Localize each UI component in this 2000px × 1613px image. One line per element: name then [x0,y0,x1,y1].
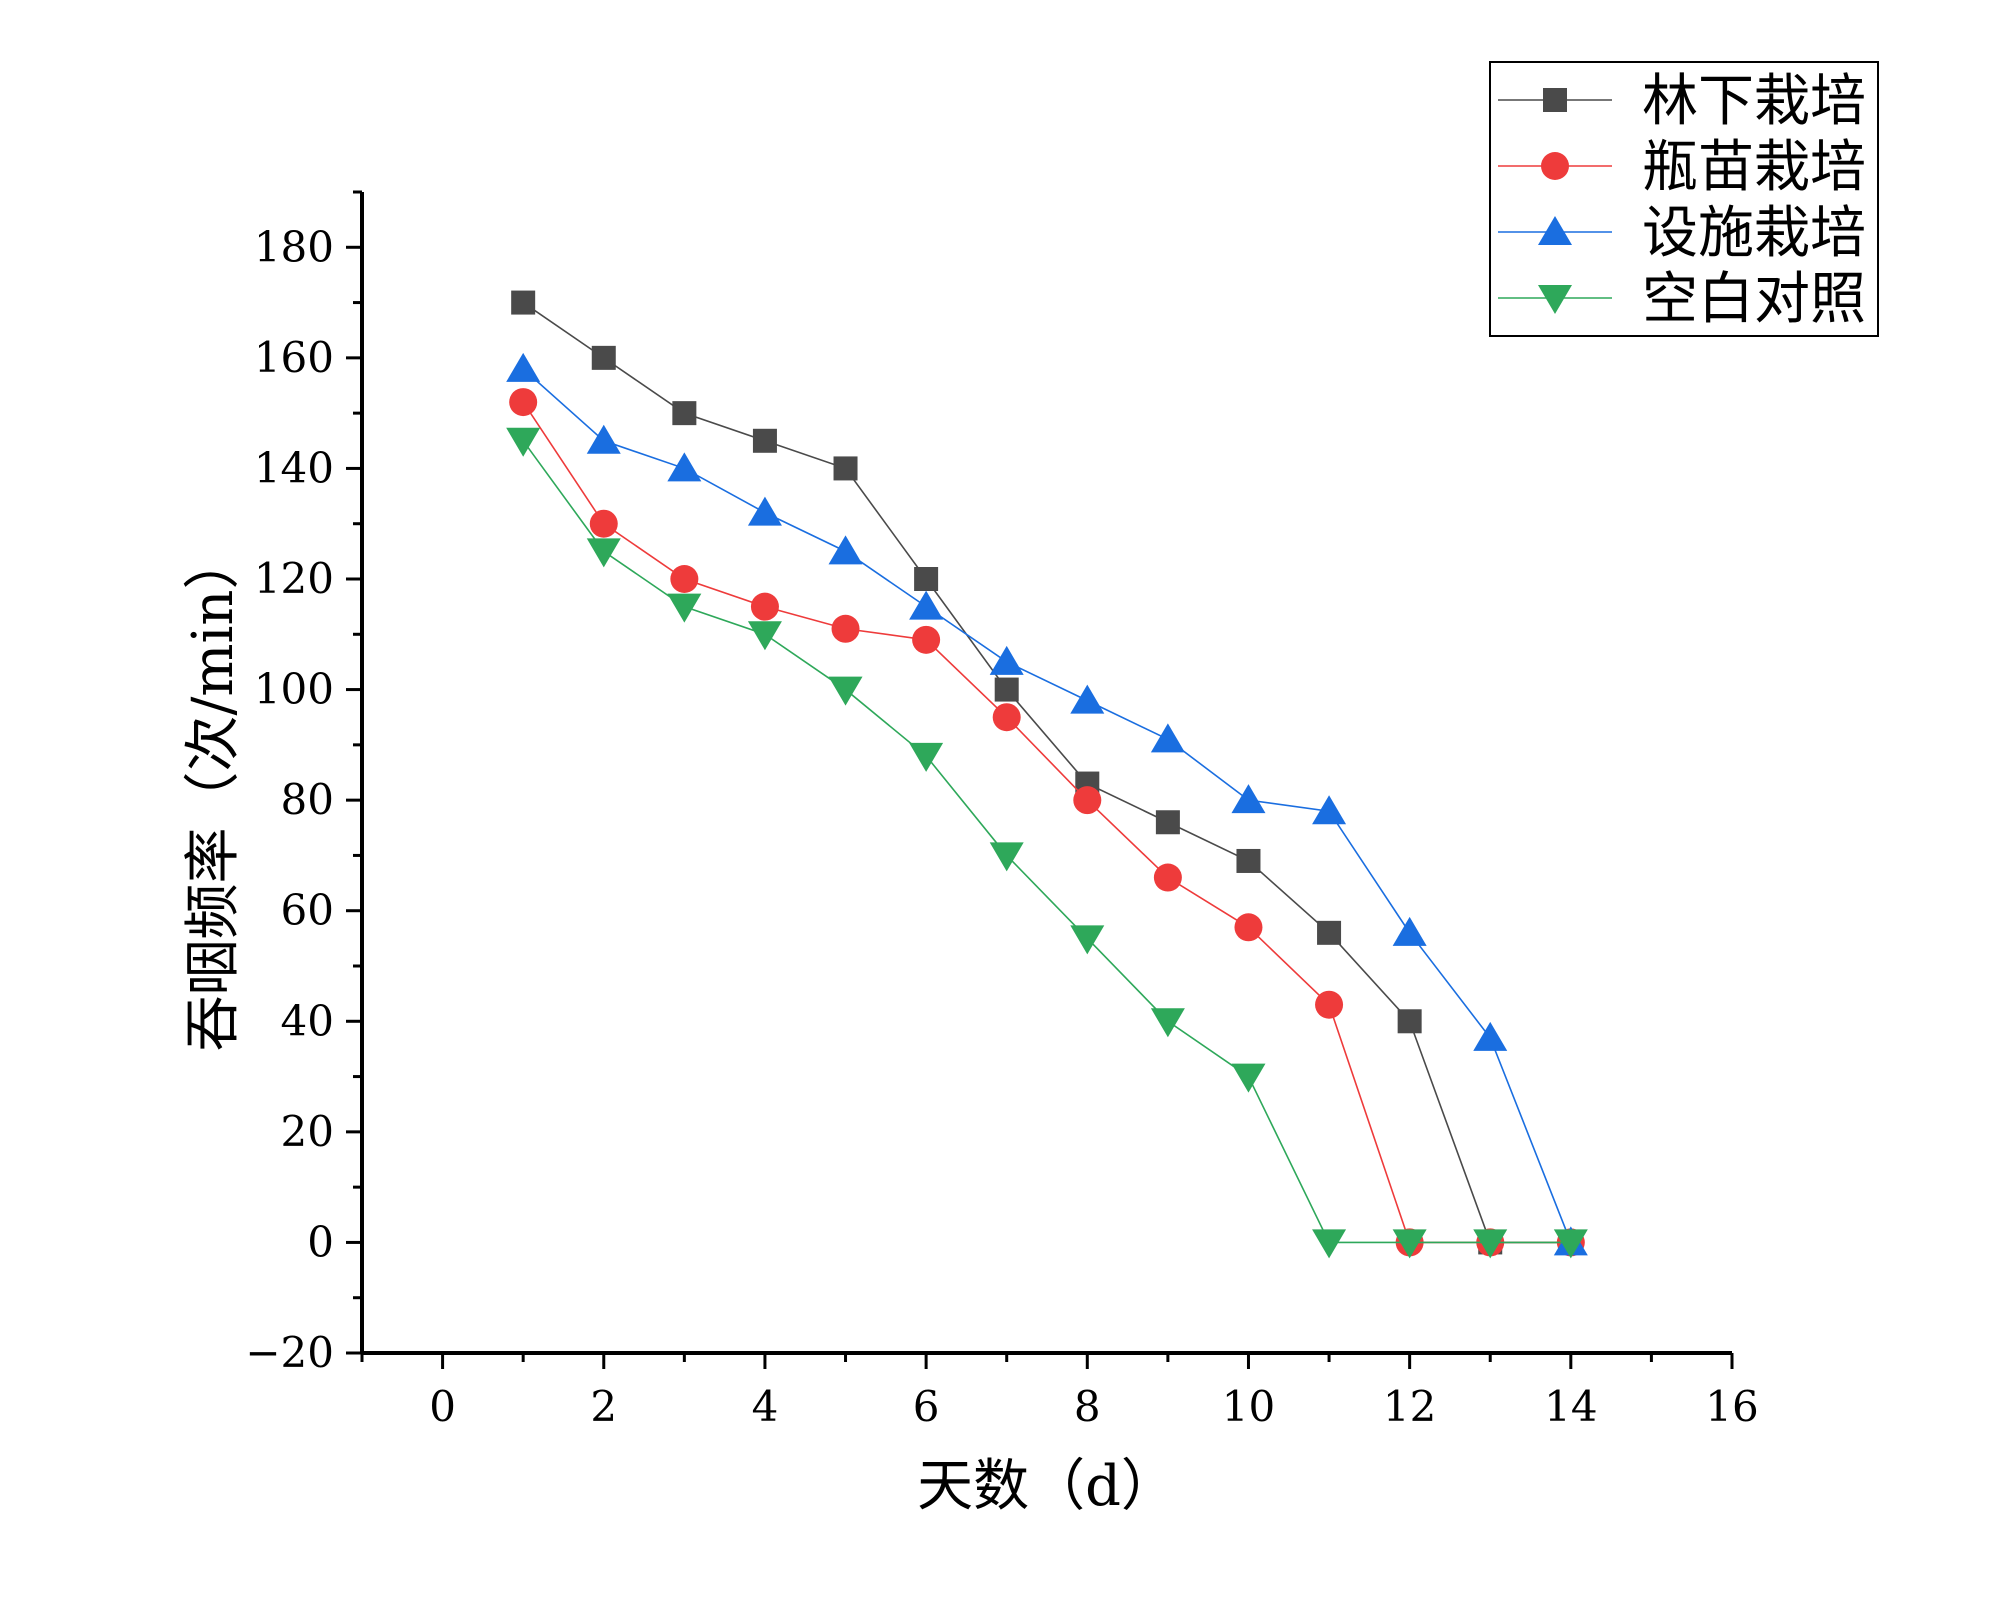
data-point [591,345,616,370]
legend-marker [1538,285,1572,314]
data-point [506,352,541,382]
legend-label: 瓶苗栽培 [1642,135,1866,200]
data-point [1312,795,1347,825]
series-1 [511,290,1583,1255]
data-point [1312,1229,1347,1259]
legend-label: 林下栽培 [1642,69,1866,134]
legend-entry: 设施栽培 [1498,201,1866,266]
data-point [1070,684,1105,714]
x-tick-label: 8 [1074,1382,1101,1431]
y-ticks: −20 0 20 40 60 80 100 120 140 160 180 [245,190,362,1377]
data-point [1473,1229,1508,1259]
data-point [1553,1229,1588,1259]
x-tick-label: 16 [1705,1382,1758,1431]
data-point [667,593,702,623]
series-line [522,440,1571,1244]
data-point [1236,848,1261,873]
data-point [1397,1009,1422,1034]
data-point [909,590,944,620]
data-point [1392,1229,1427,1259]
series-line [522,401,1571,1244]
legend-label: 设施栽培 [1642,201,1866,266]
data-point [992,703,1021,732]
y-tick-label: 160 [254,333,334,382]
y-tick-label: 20 [281,1107,334,1156]
legend-marker [1541,152,1569,180]
x-tick-label: 6 [913,1382,940,1431]
axes: −20 0 20 40 60 80 100 120 140 160 180 0 2 4 6 8 10 12 14 1… [245,190,1759,1431]
x-tick-label: 14 [1544,1382,1597,1431]
legend-label: 空白对照 [1642,267,1866,332]
y-tick-label: 80 [281,775,334,824]
series-3 [506,352,1588,1256]
data-point [828,676,863,706]
x-tick-label: 4 [752,1382,779,1431]
legend-marker [1538,216,1572,245]
legend-marker [1543,88,1567,112]
data-point [747,621,782,651]
data-point [511,290,536,315]
data-point [1392,916,1427,946]
data-point [909,742,944,772]
data-point [1155,810,1180,835]
series-2 [509,388,1585,1257]
data-point [1231,784,1266,814]
data-point [586,538,621,568]
data-point [989,645,1024,675]
y-tick-label: 0 [307,1217,334,1266]
data-point [1231,1063,1266,1093]
y-tick-label: 40 [281,996,334,1045]
data-point [506,427,541,457]
series-layer [506,290,1588,1259]
x-tick-label: 2 [590,1382,617,1431]
y-tick-label: 60 [281,886,334,935]
data-point [1150,1008,1185,1038]
legend-entry: 空白对照 [1498,267,1866,332]
y-axis-title: 吞咽频率（次/min） [181,534,246,1052]
data-point [747,496,782,526]
x-axis-title: 天数（d） [917,1454,1177,1519]
series-4 [506,427,1588,1259]
data-point [1150,723,1185,753]
data-point [1234,913,1263,942]
y-tick-label: 100 [254,665,334,714]
y-tick-label: 140 [254,443,334,492]
data-point [509,388,538,417]
data-point [994,677,1019,702]
data-point [989,842,1024,872]
data-point [833,456,858,481]
data-point [828,535,863,565]
data-point [1070,925,1105,955]
legend-entry: 瓶苗栽培 [1498,135,1866,200]
y-tick-label: 120 [254,554,334,603]
data-point [667,452,702,482]
y-tick-label: −20 [245,1328,334,1377]
data-point [831,614,860,643]
y-tick-label: 180 [254,222,334,271]
data-point [589,509,618,538]
x-tick-label: 0 [429,1382,456,1431]
data-point [672,401,697,426]
series-line [522,368,1572,1243]
x-ticks: 0 2 4 6 8 10 12 14 16 [360,1353,1759,1431]
x-tick-label: 10 [1222,1382,1275,1431]
legend-entry: 林下栽培 [1498,69,1866,134]
data-point [1073,786,1102,815]
data-point [1473,1021,1508,1051]
series-line [522,301,1571,1244]
x-tick-label: 12 [1383,1382,1436,1431]
data-point [752,428,777,453]
data-point [670,565,699,593]
data-point [586,424,621,454]
data-point [914,567,939,591]
data-point [1153,863,1182,892]
data-point [912,625,941,654]
data-point [750,592,779,621]
data-point [1317,920,1342,945]
data-point [1315,990,1344,1019]
